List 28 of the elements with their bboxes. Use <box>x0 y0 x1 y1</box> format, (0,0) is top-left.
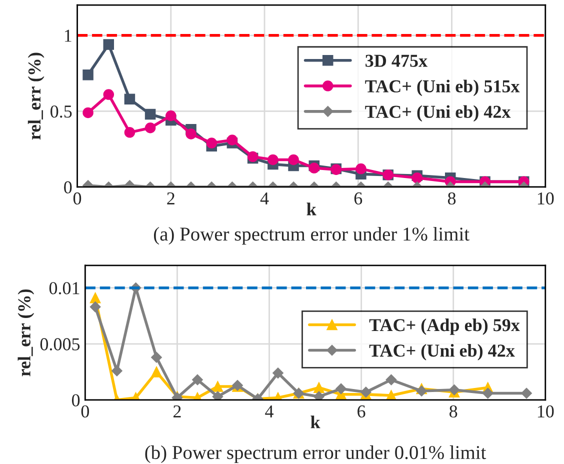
x-tick-label: 10 <box>538 405 554 418</box>
x-tick-label: 4 <box>260 192 269 204</box>
legend-label: TAC+ (Uni eb) 515x <box>365 80 520 96</box>
x-tick-label: 6 <box>354 192 362 205</box>
legend-label: TAC+ (Uni eb) 42x <box>365 105 511 122</box>
x-tick-label: 8 <box>450 405 458 418</box>
y-tick-label: 0 <box>64 181 72 194</box>
y-tick-label: 1 <box>64 30 72 42</box>
y-tick-label: 0.5 <box>50 105 72 118</box>
y-axis-title: rel_err (%) <box>28 52 44 140</box>
y-tick-label: 0.01 <box>49 282 80 294</box>
x-axis-title: k <box>310 416 320 428</box>
x-tick-label: 10 <box>538 192 554 205</box>
x-tick-label: 0 <box>81 405 89 418</box>
legend-label: TAC+ (Uni eb) 42x <box>369 344 515 360</box>
text: (b) Power spectrum error under 0.01% limit <box>145 445 486 464</box>
x-tick-label: 2 <box>167 192 174 204</box>
x-tick-label: 4 <box>265 405 274 418</box>
x-tick-label: 6 <box>358 405 366 418</box>
y-axis-title: rel_err (%) <box>18 289 34 376</box>
legend-label: 3D 475x <box>366 54 428 67</box>
x-axis-title: k <box>306 202 316 216</box>
x-tick-label: 2 <box>173 405 181 418</box>
y-tick-label: 0 <box>72 394 80 406</box>
text: (a) Power spectrum error under 1% limit <box>154 227 470 245</box>
y-tick-label: 0.005 <box>40 338 80 350</box>
x-tick-label: 8 <box>448 192 456 205</box>
legend-label: TAC+ (Adp eb) 59x <box>369 318 520 335</box>
